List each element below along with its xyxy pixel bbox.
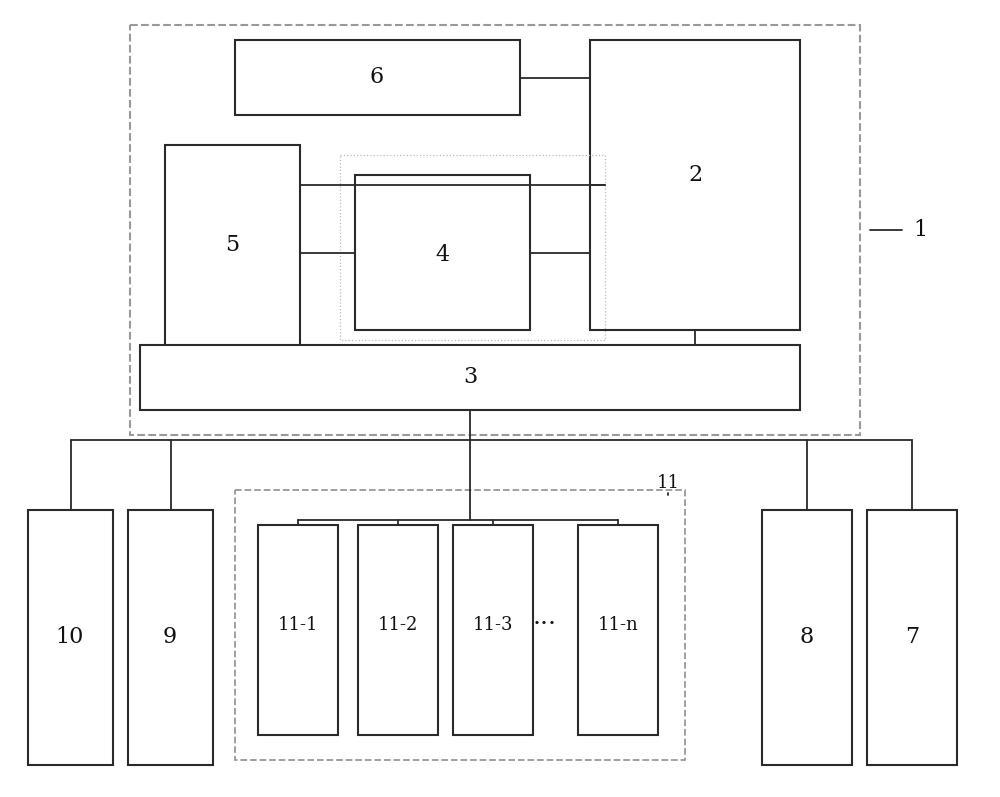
Text: 3: 3	[463, 366, 477, 388]
Text: 8: 8	[800, 626, 814, 648]
Bar	[867, 510, 957, 765]
Bar	[578, 525, 658, 735]
Bar	[762, 510, 852, 765]
Text: 5: 5	[225, 234, 239, 256]
Bar	[128, 510, 213, 765]
Text: 6: 6	[370, 66, 384, 88]
Text: 10: 10	[56, 626, 84, 648]
Bar	[590, 40, 800, 330]
Text: 11-3: 11-3	[473, 616, 513, 634]
Text: 11-1: 11-1	[278, 616, 318, 634]
Bar	[130, 25, 860, 435]
Bar	[140, 345, 800, 410]
Bar	[453, 525, 533, 735]
Bar	[358, 525, 438, 735]
Text: 4: 4	[435, 244, 449, 266]
Bar	[340, 155, 605, 340]
Text: 9: 9	[163, 626, 177, 648]
Bar	[258, 525, 338, 735]
Bar	[28, 510, 113, 765]
Bar	[235, 40, 520, 115]
Text: 2: 2	[688, 164, 702, 186]
Text: 7: 7	[905, 626, 919, 648]
Text: ···: ···	[533, 614, 557, 637]
Text: 11-2: 11-2	[378, 616, 418, 634]
Text: 11-n: 11-n	[598, 616, 638, 634]
Text: 1: 1	[913, 219, 927, 241]
Text: 11: 11	[656, 474, 680, 492]
Bar	[235, 490, 685, 760]
Bar	[165, 145, 300, 355]
Bar	[355, 175, 530, 330]
